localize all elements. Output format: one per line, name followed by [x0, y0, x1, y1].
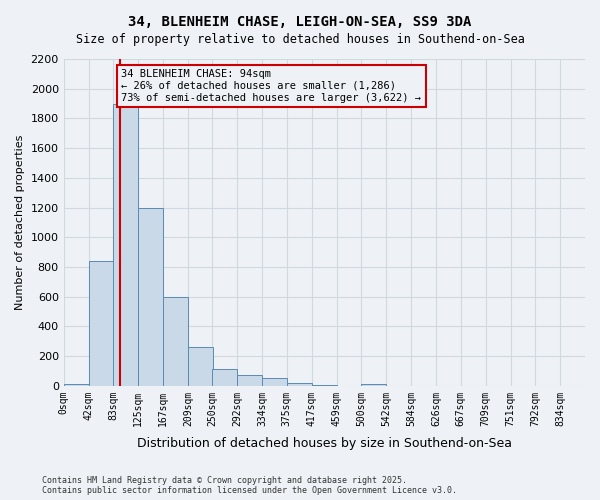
- Bar: [188, 347, 213, 386]
- Bar: [113, 104, 138, 386]
- Bar: [262, 378, 287, 386]
- Bar: [138, 208, 163, 386]
- Text: Contains HM Land Registry data © Crown copyright and database right 2025.
Contai: Contains HM Land Registry data © Crown c…: [42, 476, 457, 495]
- Bar: [287, 383, 312, 386]
- Bar: [238, 376, 262, 386]
- Text: 34 BLENHEIM CHASE: 94sqm
← 26% of detached houses are smaller (1,286)
73% of sem: 34 BLENHEIM CHASE: 94sqm ← 26% of detach…: [121, 70, 421, 102]
- Bar: [212, 370, 238, 386]
- Bar: [64, 384, 89, 386]
- Y-axis label: Number of detached properties: Number of detached properties: [15, 134, 25, 310]
- Bar: [361, 384, 386, 386]
- Bar: [89, 261, 113, 386]
- Text: 34, BLENHEIM CHASE, LEIGH-ON-SEA, SS9 3DA: 34, BLENHEIM CHASE, LEIGH-ON-SEA, SS9 3D…: [128, 15, 472, 29]
- Text: Size of property relative to detached houses in Southend-on-Sea: Size of property relative to detached ho…: [76, 32, 524, 46]
- Bar: [163, 296, 188, 386]
- Bar: [312, 385, 337, 386]
- X-axis label: Distribution of detached houses by size in Southend-on-Sea: Distribution of detached houses by size …: [137, 437, 512, 450]
